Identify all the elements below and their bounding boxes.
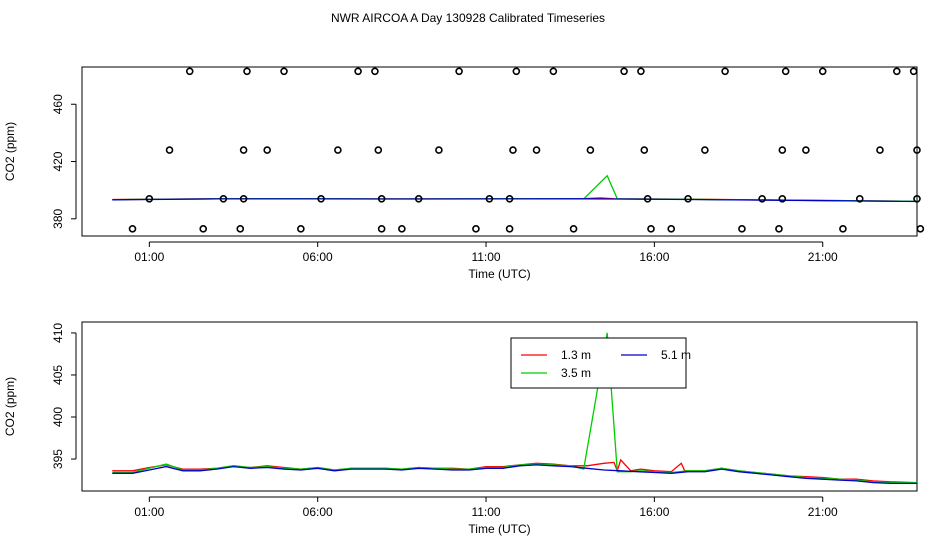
data-point: [839, 225, 847, 233]
y-tick-label: 420: [51, 151, 65, 171]
data-point: [263, 146, 271, 154]
data-point: [398, 225, 406, 233]
data-point: [738, 225, 746, 233]
data-point: [485, 194, 494, 203]
x-tick-label: 01:00: [134, 250, 164, 264]
data-point: [647, 225, 655, 233]
series-line-5-1-m: [112, 464, 917, 485]
data-point: [569, 225, 578, 233]
data-point: [892, 67, 901, 76]
data-point: [371, 67, 379, 76]
data-point: [643, 194, 652, 203]
data-point: [199, 225, 208, 233]
data-point: [701, 146, 709, 154]
data-point: [455, 67, 463, 76]
y-tick-label: 410: [51, 323, 65, 343]
data-point: [775, 225, 783, 233]
y-tick-label: 460: [51, 94, 65, 114]
data-point: [509, 146, 517, 154]
data-point: [435, 146, 443, 154]
data-point: [758, 194, 766, 203]
data-point: [512, 67, 521, 76]
y-tick-label: 405: [51, 365, 65, 385]
data-point: [721, 67, 729, 76]
data-point: [377, 194, 386, 203]
x-tick-label: 16:00: [639, 505, 669, 519]
data-point: [909, 67, 918, 76]
legend-label: 1.3 m: [561, 348, 591, 362]
chart-title: NWR AIRCOA A Day 130928 Calibrated Times…: [331, 11, 605, 25]
y-tick-label: 395: [51, 449, 65, 469]
legend-box: [510, 337, 687, 389]
data-point: [667, 225, 676, 233]
x-tick-label: 21:00: [808, 505, 838, 519]
x-tick-label: 06:00: [303, 505, 333, 519]
top-panel: 01:00 06:00 11:00 16:00 21:00 Time (UTC) 380 42…: [3, 66, 925, 281]
series-line-3-5-m: [112, 174, 918, 202]
legend: 1.3 m 3.5 m 5.1 m: [510, 337, 691, 389]
data-point: [145, 194, 154, 203]
y-tick-label: 380: [51, 208, 65, 228]
data-point: [913, 194, 921, 203]
data-point: [128, 225, 137, 233]
x-axis-label: Time (UTC): [468, 522, 530, 536]
data-point: [297, 225, 305, 233]
data-point: [781, 67, 790, 76]
data-point: [778, 194, 787, 203]
data-point: [472, 225, 480, 233]
data-point: [802, 146, 810, 154]
data-point: [586, 146, 595, 154]
data-point: [243, 67, 251, 76]
data-point: [640, 146, 649, 154]
data-point: [778, 146, 787, 154]
x-tick-label: 11:00: [471, 505, 500, 519]
legend-label: 3.5 m: [561, 366, 591, 380]
data-point: [876, 146, 884, 154]
series-line-1-3-m: [112, 458, 918, 484]
data-point: [239, 146, 248, 154]
x-tick-label: 06:00: [303, 250, 333, 264]
series-line-5-1-m: [112, 198, 918, 203]
data-point: [377, 225, 386, 233]
plot-frame: [81, 321, 918, 492]
data-point: [855, 194, 864, 203]
x-tick-label: 21:00: [808, 250, 838, 264]
data-point: [916, 225, 925, 233]
x-tick-label: 16:00: [639, 250, 669, 264]
data-point: [913, 146, 921, 154]
data-point: [219, 194, 228, 203]
data-point: [414, 194, 423, 203]
data-point: [684, 194, 692, 203]
y-axis-label: CO2 (ppm): [3, 122, 17, 181]
x-tick-label: 01:00: [134, 505, 164, 519]
data-point: [818, 67, 827, 76]
x-tick-label: 11:00: [471, 250, 500, 264]
y-axis-label: CO2 (ppm): [3, 377, 17, 436]
data-point: [374, 146, 383, 154]
data-point: [317, 194, 325, 203]
data-point: [354, 67, 362, 76]
y-tick-label: 400: [51, 407, 65, 427]
data-point: [637, 67, 645, 76]
data-point: [620, 67, 628, 76]
data-point: [532, 146, 541, 154]
data-point: [239, 194, 248, 203]
series-line-3-5-m: [112, 332, 917, 484]
data-point: [505, 225, 514, 233]
plot-frame: [81, 66, 918, 237]
bottom-panel: 01:00 06:00 11:00 16:00 21:00 Time (UTC) 395 40…: [3, 321, 918, 536]
data-point: [549, 67, 558, 76]
data-point: [236, 225, 245, 233]
data-point: [334, 146, 342, 154]
data-point: [165, 146, 174, 154]
x-axis-label: Time (UTC): [468, 267, 530, 281]
legend-label: 5.1 m: [661, 348, 691, 362]
data-point: [280, 67, 288, 76]
data-point: [185, 67, 194, 76]
data-point: [505, 194, 514, 203]
